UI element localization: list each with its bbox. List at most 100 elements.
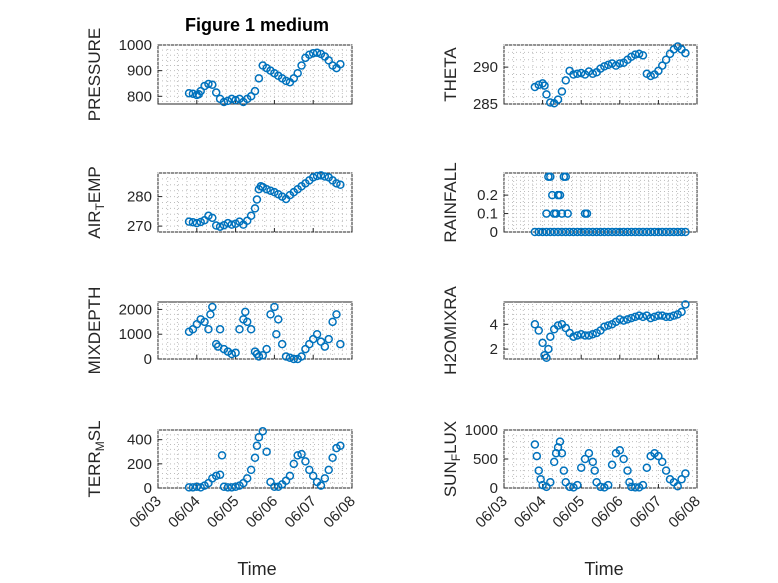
x-tick-label: 06/03 [472, 493, 511, 532]
data-point [252, 195, 262, 204]
data-point [681, 227, 690, 237]
x-tick-label: 06/04 [165, 493, 204, 532]
data-point [580, 331, 590, 340]
data-point [603, 480, 613, 490]
data-point [188, 218, 198, 227]
data-point [607, 460, 617, 470]
data-point [573, 480, 582, 490]
data-point [258, 426, 268, 436]
data-point [266, 186, 275, 195]
data-point [619, 454, 628, 464]
data-point [254, 74, 264, 83]
data-point [580, 454, 590, 464]
data-point [642, 463, 652, 472]
data-point [627, 313, 636, 323]
figure-title: Figure 1 medium [185, 15, 329, 35]
data-point [677, 475, 686, 484]
y-axis-label: PRESSURE [85, 28, 104, 122]
data-point [661, 466, 671, 475]
data-point [658, 61, 667, 70]
y-tick-label: 200 [127, 456, 152, 473]
data-point [669, 311, 679, 320]
data-point [246, 211, 256, 221]
y-tick-label: 1000 [119, 37, 152, 54]
data-point [252, 441, 262, 450]
data-point [227, 349, 236, 359]
data-point [277, 339, 287, 349]
data-point [661, 312, 671, 322]
data-point [584, 331, 594, 340]
y-tick-label: 0.1 [477, 206, 498, 223]
data-point [281, 76, 291, 86]
data-point [211, 471, 221, 481]
y-tick-label: 1000 [465, 422, 498, 439]
data-point [184, 483, 194, 492]
data-point [576, 68, 586, 78]
y-axis-label: RAINFALL [441, 162, 460, 242]
y-tick-label: 500 [473, 451, 498, 468]
data-point [211, 88, 221, 97]
data-point [301, 457, 310, 466]
x-tick-label: 06/06 [588, 493, 627, 532]
y-tick-label: 400 [127, 432, 152, 449]
data-point [297, 449, 306, 459]
data-point [227, 220, 236, 229]
data-point [219, 97, 229, 107]
data-point [569, 332, 578, 341]
data-point [192, 218, 202, 228]
data-point [336, 441, 345, 450]
data-point [188, 483, 198, 492]
y-tick-label: 2 [490, 341, 498, 358]
data-point [293, 68, 302, 78]
y-axis-label: AIRTEMP [85, 166, 107, 239]
data-point [211, 221, 221, 230]
data-point [625, 477, 634, 487]
subplot-theta: 285 290 THETA [441, 42, 698, 113]
data-point [208, 80, 217, 90]
y-tick-label: 270 [127, 218, 152, 235]
data-point [192, 482, 202, 492]
data-point [204, 79, 213, 89]
data-point [332, 179, 341, 188]
data-point [623, 315, 632, 324]
data-point [561, 76, 571, 85]
data-point [553, 321, 563, 330]
data-point [231, 95, 240, 105]
data-point [681, 469, 690, 478]
data-point [634, 49, 644, 59]
data-point [242, 474, 252, 483]
data-point [603, 60, 613, 70]
data-point [250, 86, 260, 96]
data-point [285, 353, 295, 363]
data-point [557, 448, 567, 458]
data-point [681, 300, 690, 309]
data-point [534, 80, 543, 90]
data-point [615, 59, 625, 68]
data-point [600, 62, 609, 71]
subplot-h2omixra: 2 4 H2OMIXRA [441, 285, 698, 375]
y-tick-label: 4 [490, 316, 498, 333]
data-point [530, 320, 540, 329]
data-point [281, 352, 291, 361]
data-point [654, 451, 663, 461]
data-point [576, 329, 586, 339]
x-tick-label: 06/07 [281, 493, 320, 532]
x-tick-label: 06/05 [549, 493, 588, 532]
data-point [223, 218, 233, 228]
subplot-pressure: 800 900 1000 PRESSURE [85, 28, 353, 122]
subplot-rainfall: 00.1 0.2 RAINFALL [441, 162, 698, 243]
data-point [650, 312, 659, 322]
data-point [258, 351, 268, 360]
data-point [328, 317, 337, 327]
data-point [619, 316, 628, 325]
y-tick-label: 0 [144, 351, 152, 368]
data-point [569, 70, 578, 79]
data-point [565, 482, 574, 492]
data-point [582, 209, 592, 218]
data-point [254, 352, 264, 361]
data-point [200, 317, 209, 327]
x-tick-label: 06/08 [665, 493, 704, 532]
data-point [184, 217, 194, 226]
data-point [324, 465, 333, 475]
data-point [588, 69, 598, 79]
